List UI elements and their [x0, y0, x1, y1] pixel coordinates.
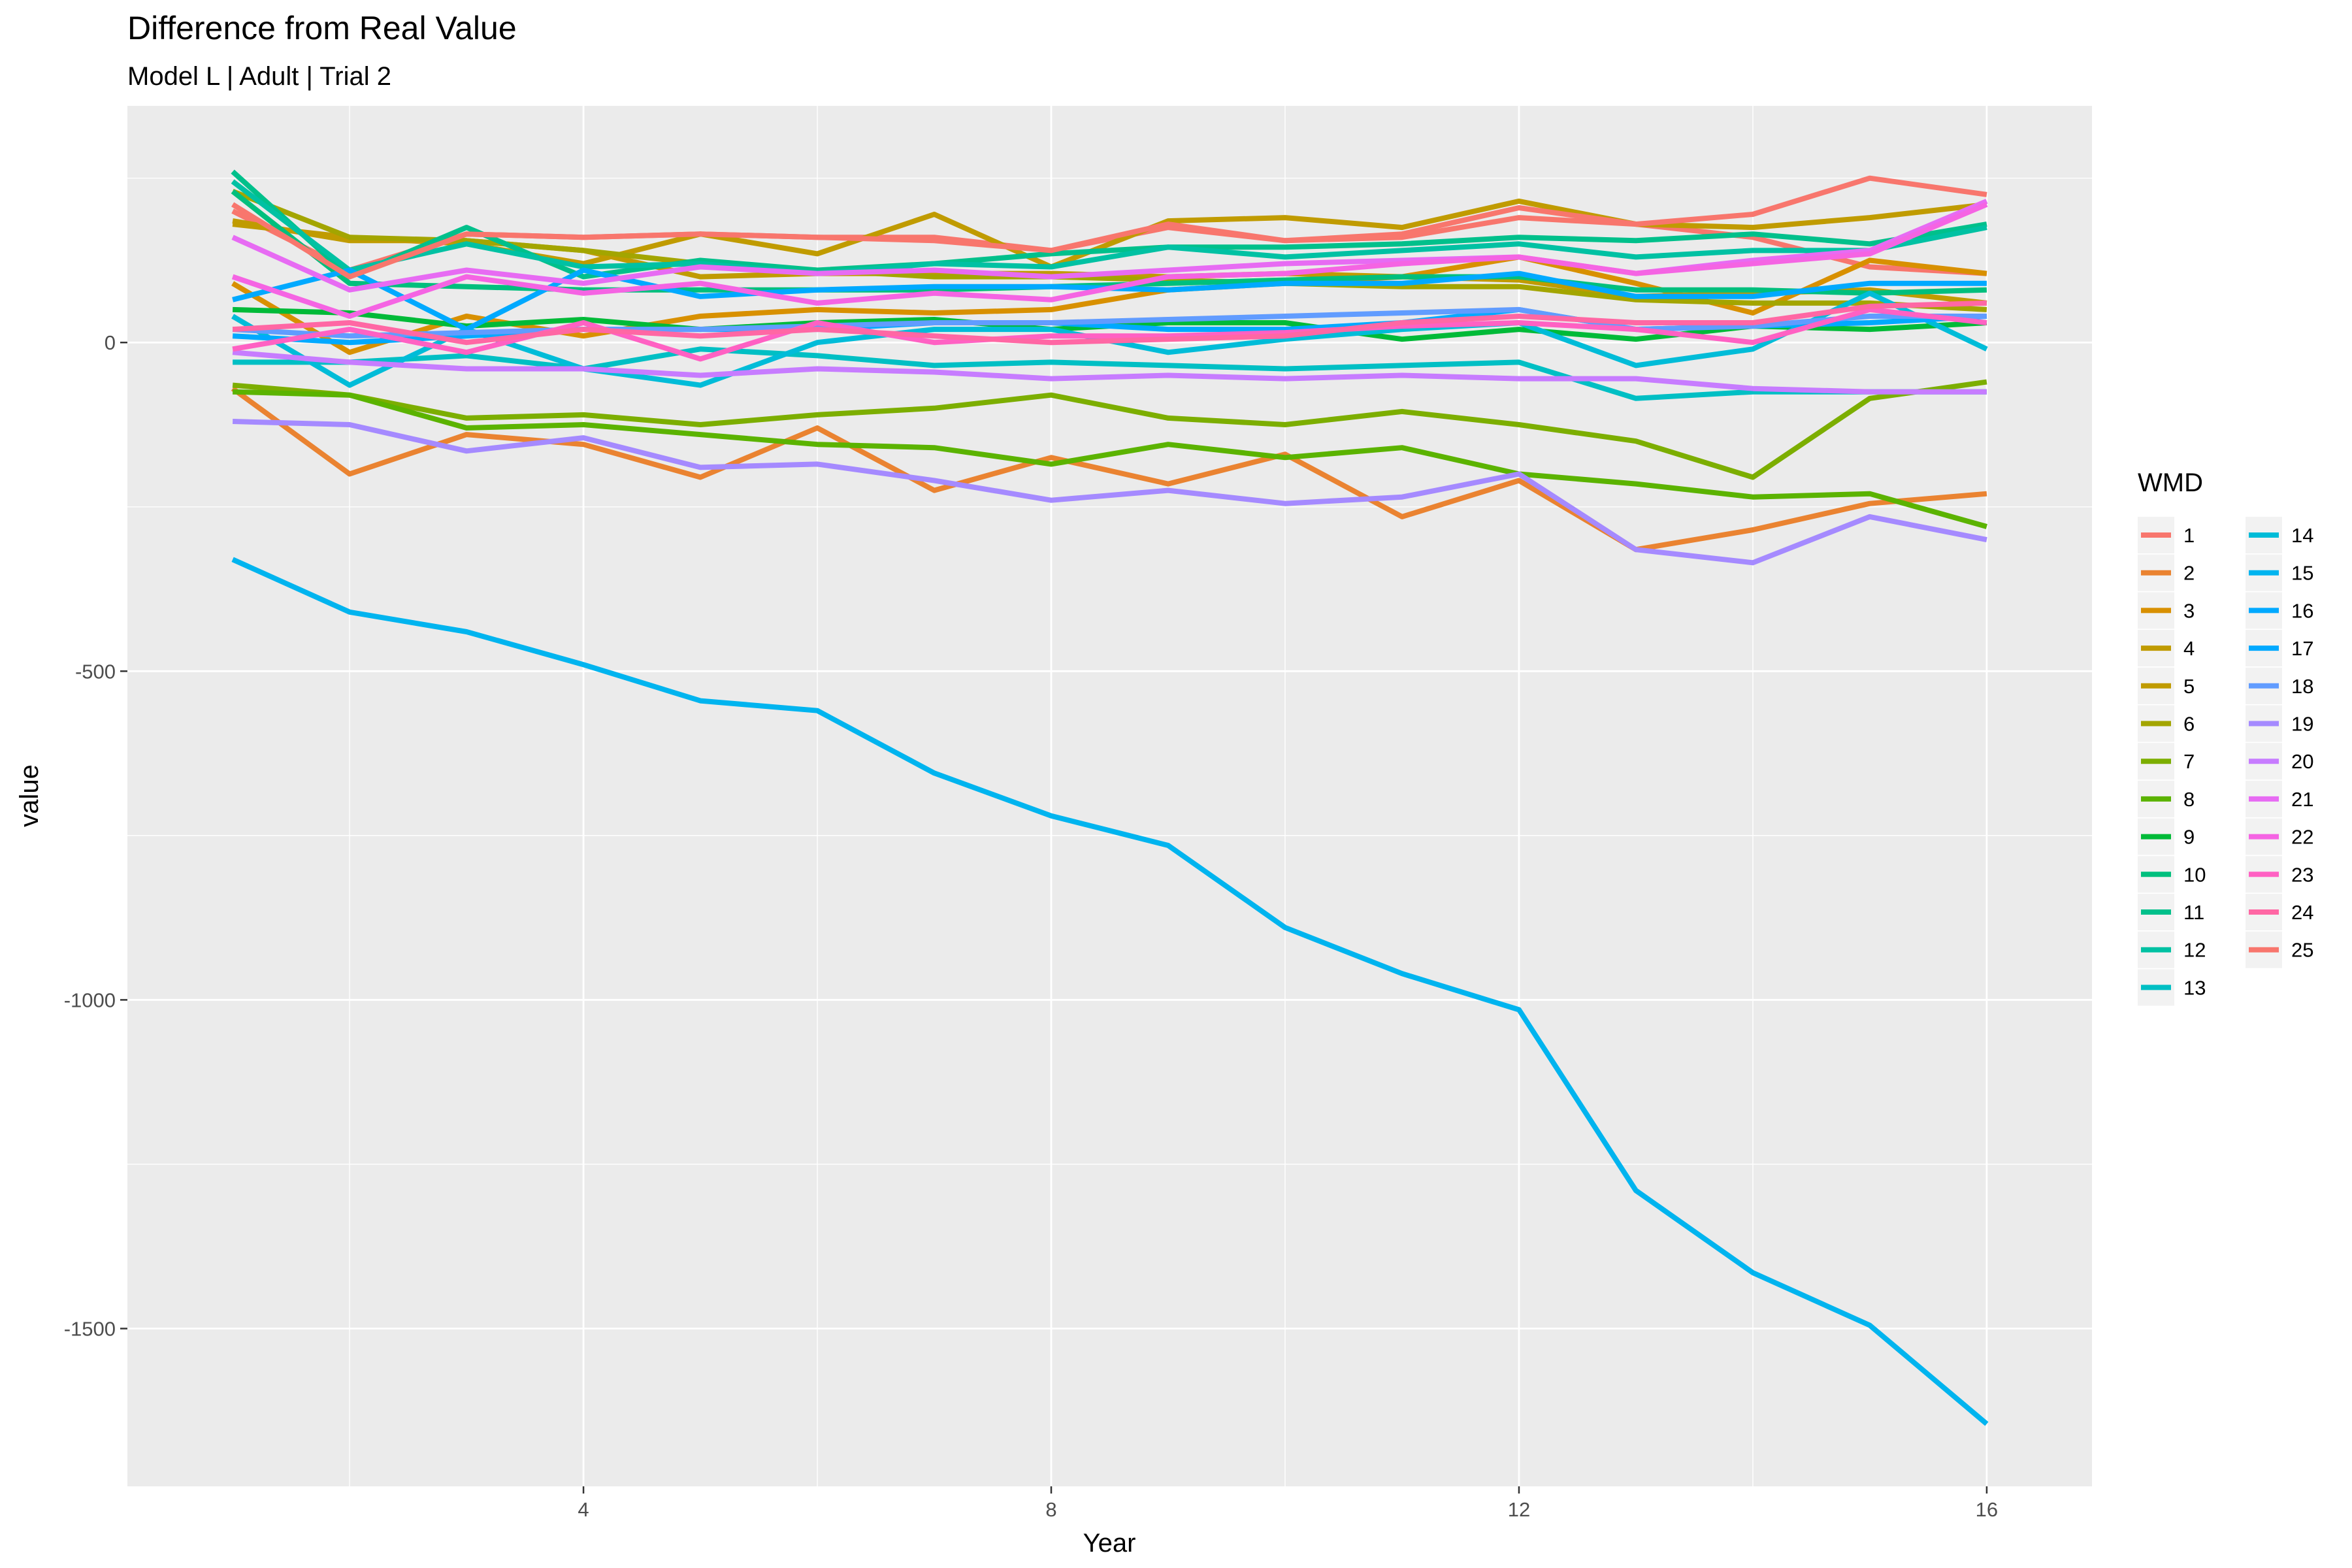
legend-label-14: 14	[2291, 524, 2313, 547]
series-line-20	[232, 350, 1987, 395]
series-line-19	[232, 419, 1987, 566]
series-line-25	[231, 175, 1987, 280]
chart-subtitle: Model L | Adult | Trial 2	[127, 62, 391, 91]
legend-label-4: 4	[2183, 637, 2195, 660]
legend: 1234567891011121314151617181920212223242…	[2138, 517, 2313, 1006]
legend-label-16: 16	[2291, 599, 2313, 622]
series-line-7	[232, 379, 1987, 480]
legend-label-23: 23	[2291, 863, 2313, 886]
legend-label-2: 2	[2183, 562, 2195, 585]
series-line-11	[231, 169, 1987, 280]
legend-label-20: 20	[2291, 750, 2313, 773]
legend-label-10: 10	[2183, 863, 2206, 886]
series-line-22	[231, 202, 1988, 319]
series-line-15	[231, 557, 1989, 1426]
legend-label-22: 22	[2291, 826, 2313, 849]
legend-label-19: 19	[2291, 713, 2313, 736]
y-axis-title: value	[15, 764, 44, 827]
legend-title: WMD	[2138, 468, 2203, 497]
series-line-6	[231, 189, 1987, 312]
x-tick-label: 8	[1045, 1498, 1056, 1521]
legend-label-11: 11	[2183, 901, 2204, 924]
series-line-10	[231, 189, 1987, 296]
legend-label-18: 18	[2291, 675, 2313, 698]
plot-panel	[127, 106, 2092, 1486]
legend-label-1: 1	[2183, 524, 2195, 547]
legend-label-6: 6	[2183, 713, 2195, 736]
y-tick-label: -1500	[64, 1318, 116, 1341]
legend-label-12: 12	[2183, 939, 2206, 962]
legend-label-3: 3	[2183, 599, 2195, 622]
legend-label-7: 7	[2183, 750, 2195, 773]
series-line-18	[232, 306, 1987, 339]
series-line-13	[233, 346, 1987, 401]
x-axis: 4 8 12 16	[578, 1486, 1998, 1521]
y-axis: 0 -500 -1000 -1500	[64, 331, 127, 1341]
series-line-12	[231, 179, 1987, 276]
legend-label-9: 9	[2183, 826, 2195, 849]
legend-label-17: 17	[2291, 637, 2313, 660]
series-line-24	[232, 300, 1987, 346]
x-tick-label: 4	[578, 1498, 589, 1521]
y-tick-label: -1000	[64, 988, 116, 1011]
series-lines	[231, 169, 1989, 1426]
legend-label-21: 21	[2291, 788, 2313, 811]
legend-label-25: 25	[2291, 939, 2313, 962]
legend-label-8: 8	[2183, 788, 2195, 811]
x-tick-label: 16	[1976, 1498, 1998, 1521]
x-axis-title: Year	[1083, 1529, 1136, 1558]
legend-label-15: 15	[2291, 562, 2313, 585]
legend-label-24: 24	[2291, 901, 2313, 924]
y-tick-label: -500	[75, 660, 116, 683]
legend-label-13: 13	[2183, 976, 2206, 999]
x-tick-label: 12	[1508, 1498, 1530, 1521]
series-line-8	[232, 389, 1987, 529]
chart-title: Difference from Real Value	[127, 10, 517, 46]
y-tick-label: 0	[105, 331, 116, 354]
legend-label-5: 5	[2183, 675, 2195, 698]
series-line-2	[231, 386, 1987, 553]
